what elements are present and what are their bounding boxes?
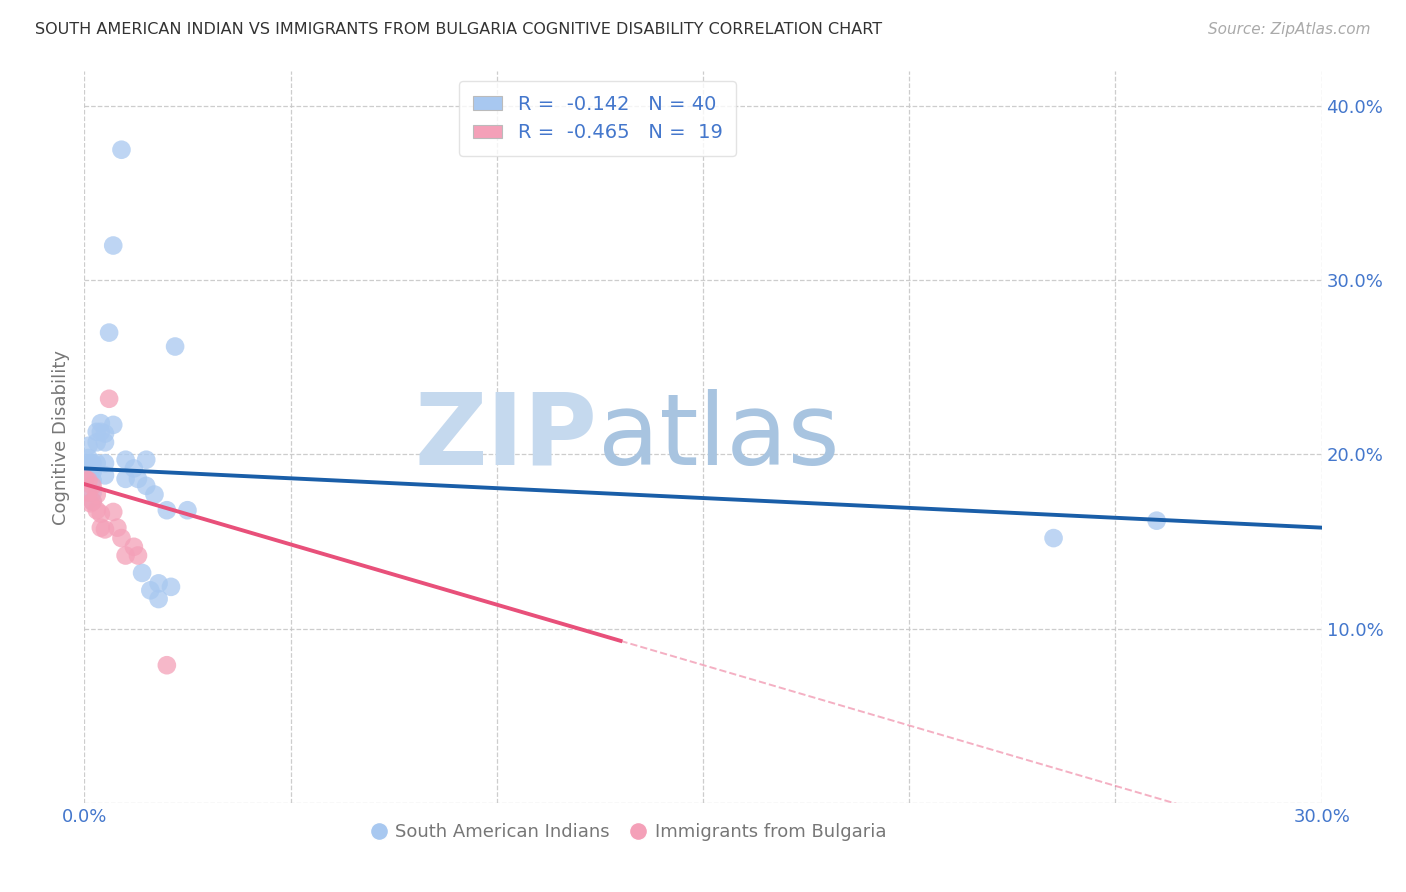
Point <box>114 549 136 563</box>
Text: atlas: atlas <box>598 389 839 485</box>
Point <box>94 435 117 450</box>
Point <box>127 472 149 486</box>
Point <box>82 479 104 493</box>
Point <box>90 416 112 430</box>
Text: ZIP: ZIP <box>415 389 598 485</box>
Point <box>127 549 149 563</box>
Point <box>86 456 108 470</box>
Point <box>139 583 162 598</box>
Point <box>77 450 100 465</box>
Point <box>114 472 136 486</box>
Point <box>86 435 108 450</box>
Point <box>165 339 187 353</box>
Legend: South American Indians, Immigrants from Bulgaria: South American Indians, Immigrants from … <box>364 816 893 848</box>
Point <box>143 487 166 501</box>
Point <box>94 522 117 536</box>
Point <box>114 452 136 467</box>
Point <box>1042 531 1064 545</box>
Text: SOUTH AMERICAN INDIAN VS IMMIGRANTS FROM BULGARIA COGNITIVE DISABILITY CORRELATI: SOUTH AMERICAN INDIAN VS IMMIGRANTS FROM… <box>35 22 883 37</box>
Point <box>135 452 157 467</box>
Point <box>103 238 125 252</box>
Text: Source: ZipAtlas.com: Source: ZipAtlas.com <box>1208 22 1371 37</box>
Point <box>90 521 112 535</box>
Point <box>135 479 157 493</box>
Point <box>82 494 104 508</box>
Point <box>77 474 100 488</box>
Point <box>77 439 100 453</box>
Point <box>98 392 121 406</box>
Point <box>98 326 121 340</box>
Point <box>82 465 104 479</box>
Point <box>94 426 117 441</box>
Point <box>86 487 108 501</box>
Point <box>82 456 104 470</box>
Point <box>122 461 145 475</box>
Point <box>110 531 132 545</box>
Point <box>82 494 104 508</box>
Point <box>176 503 198 517</box>
Point <box>75 472 97 486</box>
Point <box>90 425 112 439</box>
Point <box>131 566 153 580</box>
Point <box>79 465 101 479</box>
Point <box>94 456 117 470</box>
Point <box>86 425 108 439</box>
Point <box>1146 514 1168 528</box>
Point <box>148 592 170 607</box>
Point <box>160 580 183 594</box>
Point <box>86 503 108 517</box>
Point <box>77 485 100 500</box>
Point <box>156 503 179 517</box>
Point <box>79 496 101 510</box>
Point <box>148 576 170 591</box>
Point <box>90 507 112 521</box>
Point <box>94 468 117 483</box>
Point <box>79 456 101 470</box>
Point <box>103 417 125 432</box>
Point <box>110 143 132 157</box>
Point <box>82 485 104 500</box>
Y-axis label: Cognitive Disability: Cognitive Disability <box>52 350 70 524</box>
Point <box>75 456 97 470</box>
Point <box>82 474 104 488</box>
Point <box>122 540 145 554</box>
Point <box>156 658 179 673</box>
Point <box>105 521 128 535</box>
Point <box>103 505 125 519</box>
